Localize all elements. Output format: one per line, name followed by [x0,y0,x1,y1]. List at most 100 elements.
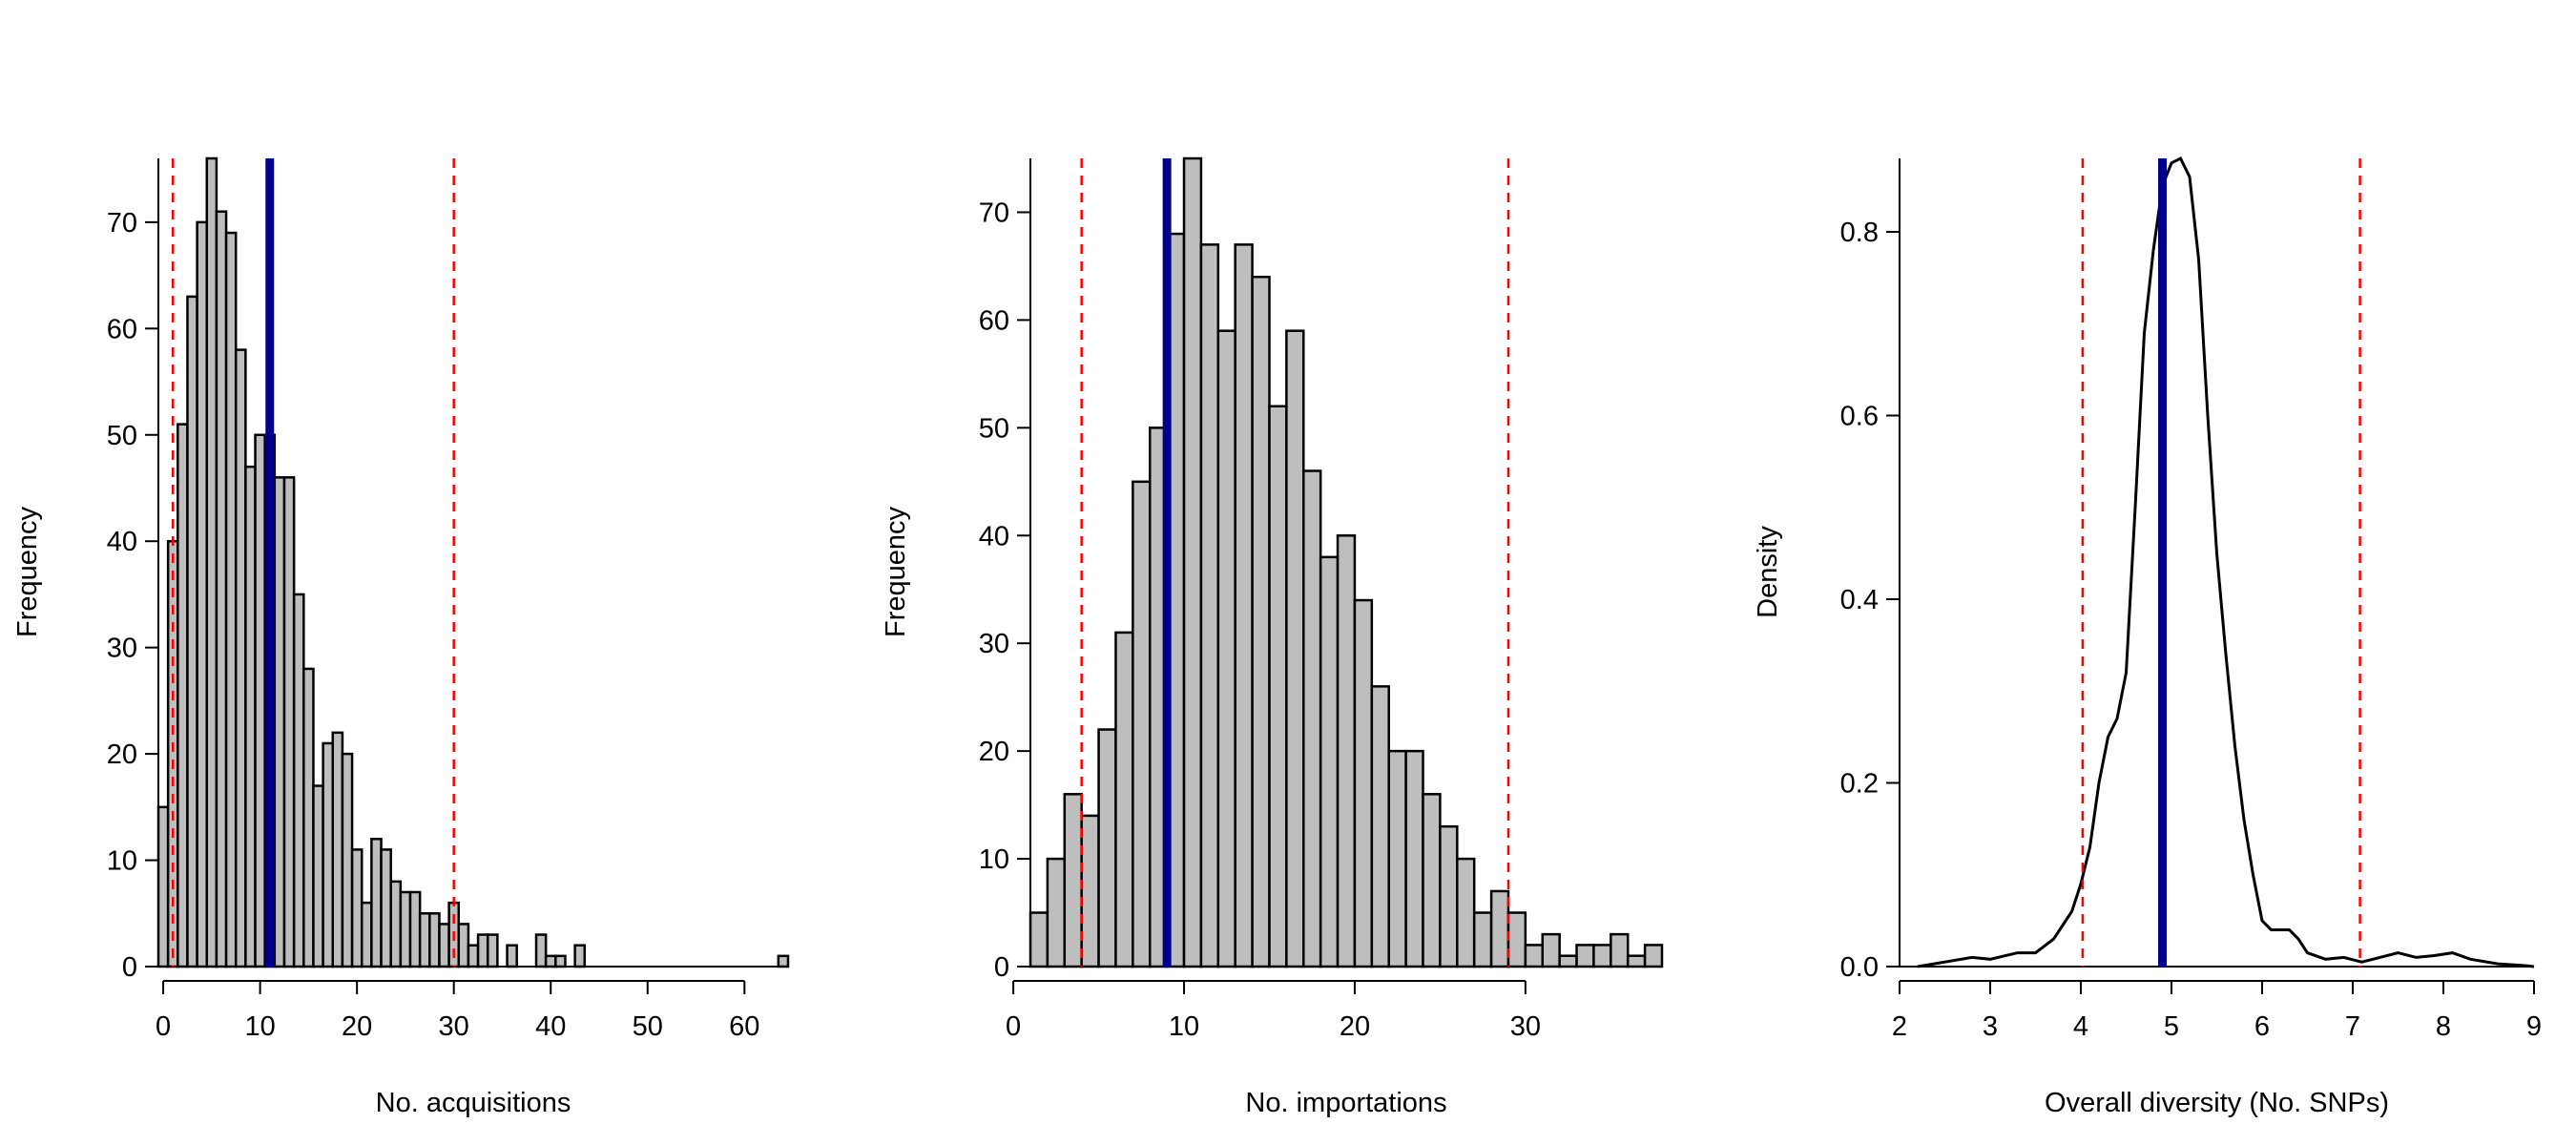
y-tick-label: 0.4 [1840,585,1879,615]
histogram-bar [777,954,790,968]
y-tick-label: 20 [107,739,137,770]
histogram-bar [234,348,247,968]
density-line [1917,156,2535,968]
histogram-bar [1046,857,1067,968]
x-tick-label: 30 [1510,1011,1541,1042]
histogram-bar [1199,243,1220,968]
histogram-bar [573,944,587,968]
histogram-bar [370,838,383,968]
histogram-bar [1285,329,1305,968]
y-axis-title: Density [1753,526,1783,618]
histogram-bar [1404,749,1424,968]
histogram-bar [1489,889,1510,968]
x-axis: 0 10 20 30 40 50 60 [156,980,759,1042]
histogram-bar [438,923,450,968]
bars [1028,156,1664,968]
histogram-bar [177,423,189,968]
x-tick-label: 50 [633,1011,663,1042]
histogram-bar [302,667,315,968]
histogram-bar [331,731,344,968]
x-axis-title: No. importations [1245,1088,1446,1118]
y-tick-label: 40 [107,527,137,557]
y-axis: 0 10 20 30 40 50 60 70 [107,158,159,983]
y-tick-label: 0.6 [1840,402,1879,432]
histogram-bar [1643,944,1664,968]
histogram-bar [457,923,470,968]
histogram-bar [1028,911,1049,968]
histogram-bar [428,912,441,968]
histogram-bar [1456,857,1476,968]
y-tick-label: 70 [979,198,1009,228]
histogram-bar [322,741,335,968]
histogram-bar [476,933,489,968]
histogram-bar [282,476,296,968]
interval-lines [1080,158,1510,967]
y-axis-title: Frequency [881,506,911,637]
histogram-bar [360,901,373,968]
y-tick-label: 30 [107,634,137,664]
histogram-bar [399,890,412,968]
y-axis: 0.0 0.2 0.4 0.6 0.8 [1840,158,1901,983]
y-tick-label: 40 [979,521,1009,552]
x-tick-label: 7 [2345,1011,2360,1042]
histogram-bar [1097,728,1117,968]
histogram-bar [292,593,305,968]
histogram-bar [1063,793,1083,968]
histogram-bar [1439,824,1459,968]
y-tick-label: 0.8 [1840,218,1879,248]
histogram-bar [1575,944,1595,968]
y-tick-label: 10 [979,844,1009,875]
histogram-bar [1114,631,1134,968]
x-tick-label: 2 [1892,1011,1907,1042]
histogram-bar [408,890,422,968]
y-axis-title: Frequency [12,506,43,637]
histogram-bar [1353,598,1374,968]
bars [156,156,790,968]
histogram-bar [1422,793,1442,968]
y-tick-label: 30 [979,629,1009,659]
histogram-bar [380,848,392,968]
histogram-bar [506,944,518,968]
histogram-bar [1216,329,1236,968]
x-axis-title: No. acquisitions [376,1088,571,1118]
histogram-bar [205,156,218,968]
y-axis: 0 10 20 30 40 50 60 70 [979,158,1031,983]
histogram-bar [1370,685,1390,968]
x-tick-label: 20 [342,1011,372,1042]
histogram-bar [486,933,499,968]
panel-importations-histogram: 0 10 20 30 0 10 20 30 40 50 60 70 No. importations… [881,156,1664,1118]
histogram-bar [1336,534,1357,968]
density-curve [1900,156,2535,968]
y-tick-label: 0.0 [1840,952,1879,983]
x-tick-label: 9 [2526,1011,2542,1042]
y-tick-label: 10 [107,846,137,877]
histogram-bar [1268,405,1288,968]
histogram-bar [1524,944,1545,968]
y-tick-label: 0 [994,952,1009,983]
histogram-bar [350,848,364,968]
interval-lines [171,158,455,967]
histogram-bar [244,465,257,968]
histogram-bar [554,954,567,968]
histogram-bar [467,944,480,968]
x-tick-label: 10 [1169,1011,1199,1042]
y-tick-label: 70 [107,208,137,239]
histogram-bar [1234,243,1254,968]
histogram-bar [186,295,198,968]
x-tick-label: 5 [2164,1011,2179,1042]
y-tick-label: 60 [979,305,1009,336]
x-tick-label: 6 [2254,1011,2270,1042]
histogram-bar [1472,911,1493,968]
histogram-bar [312,784,324,968]
histogram-bar [1319,555,1340,968]
histogram-bar [1592,944,1612,968]
x-tick-label: 0 [1006,1011,1021,1042]
histogram-bar [1626,954,1647,968]
x-tick-label: 40 [535,1011,566,1042]
x-tick-label: 10 [244,1011,275,1042]
x-tick-label: 4 [2073,1011,2088,1042]
y-tick-label: 60 [107,314,137,344]
histogram-bar [1302,469,1322,968]
x-tick-label: 60 [729,1011,759,1042]
